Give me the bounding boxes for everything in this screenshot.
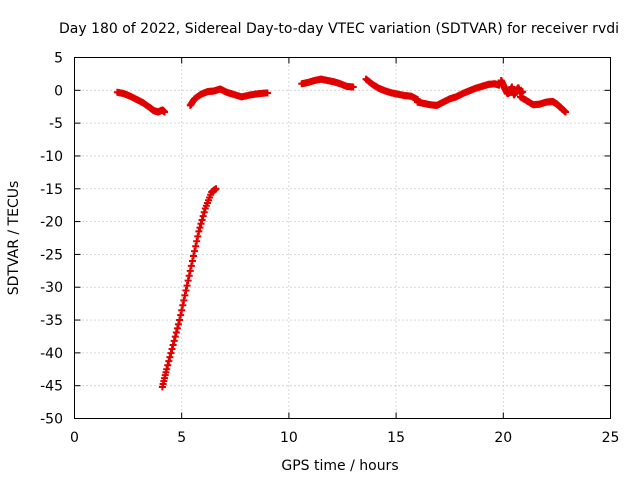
data-point (182, 287, 190, 295)
data-point (172, 329, 180, 337)
data-point (194, 232, 202, 240)
data-point (519, 88, 527, 96)
data-point (188, 257, 196, 265)
data-point (561, 108, 569, 116)
chart-title: Day 180 of 2022, Sidereal Day-to-day VTE… (59, 21, 619, 37)
x-tick-label: 5 (177, 430, 186, 446)
data-point (176, 316, 184, 324)
data-point (165, 357, 173, 365)
data-point (263, 89, 271, 97)
data-point (179, 301, 187, 309)
y-tick-label: -45 (40, 379, 63, 395)
y-tick-label: -50 (40, 412, 63, 428)
data-point (181, 291, 189, 299)
series-arc-6 (414, 80, 503, 109)
data-point (171, 333, 179, 341)
data-point (198, 216, 206, 224)
series-arc-7 (497, 76, 527, 99)
y-tick-label: -15 (40, 182, 63, 198)
data-point (197, 220, 205, 228)
series-arc-8 (516, 93, 569, 116)
data-point (164, 361, 172, 369)
data-point (186, 267, 194, 275)
series-arc-2 (158, 185, 220, 391)
x-tick-label: 0 (70, 430, 79, 446)
y-tick-label: -35 (40, 313, 63, 329)
data-point (167, 349, 175, 357)
grid-lines (74, 57, 611, 419)
data-point (180, 296, 188, 304)
data-point (161, 108, 169, 116)
data-point (200, 208, 208, 216)
data-point (192, 242, 200, 250)
data-point (349, 83, 357, 91)
data-point (170, 337, 178, 345)
y-axis-label: SDTVAR / TECUs (6, 181, 22, 296)
y-tick-label: -20 (40, 215, 63, 231)
data-marks (113, 75, 569, 391)
data-point (187, 262, 195, 270)
y-tick-label: 0 (54, 83, 63, 99)
data-point (173, 324, 181, 332)
data-point (178, 306, 186, 314)
data-point (184, 277, 192, 285)
y-tick-label: -40 (40, 346, 63, 362)
x-tick-label: 10 (280, 430, 298, 446)
axis-ticks (74, 57, 611, 419)
tick-labels: 0 5 10 15 20 25 5 0 -5 -10 -15 -20 -25 -30 -35 -40 -45 -5… (40, 51, 619, 447)
data-point (168, 345, 176, 353)
y-tick-label: 5 (54, 51, 63, 67)
y-tick-label: -5 (49, 116, 63, 132)
series-arc-3 (186, 85, 271, 109)
x-axis-label: GPS time / hours (281, 458, 398, 474)
data-point (183, 282, 191, 290)
plot-frame (74, 57, 611, 419)
data-point (166, 353, 174, 361)
data-point (196, 224, 204, 232)
x-tick-label: 25 (602, 430, 620, 446)
y-tick-label: -30 (40, 280, 63, 296)
data-point (193, 237, 201, 245)
series-arc-4 (298, 75, 357, 91)
y-tick-label: -10 (40, 149, 63, 165)
series-arc-5 (362, 75, 422, 104)
data-point (177, 311, 185, 319)
data-point (195, 227, 203, 235)
data-point (185, 272, 193, 280)
data-point (169, 341, 177, 349)
data-point (191, 247, 199, 255)
series-arc-1 (113, 88, 169, 116)
x-tick-label: 15 (387, 430, 405, 446)
data-point (163, 365, 171, 373)
data-point (174, 320, 182, 328)
data-point (199, 212, 207, 220)
y-tick-label: -25 (40, 247, 63, 263)
data-point (189, 252, 197, 260)
x-tick-label: 20 (494, 430, 512, 446)
data-point (212, 185, 220, 193)
